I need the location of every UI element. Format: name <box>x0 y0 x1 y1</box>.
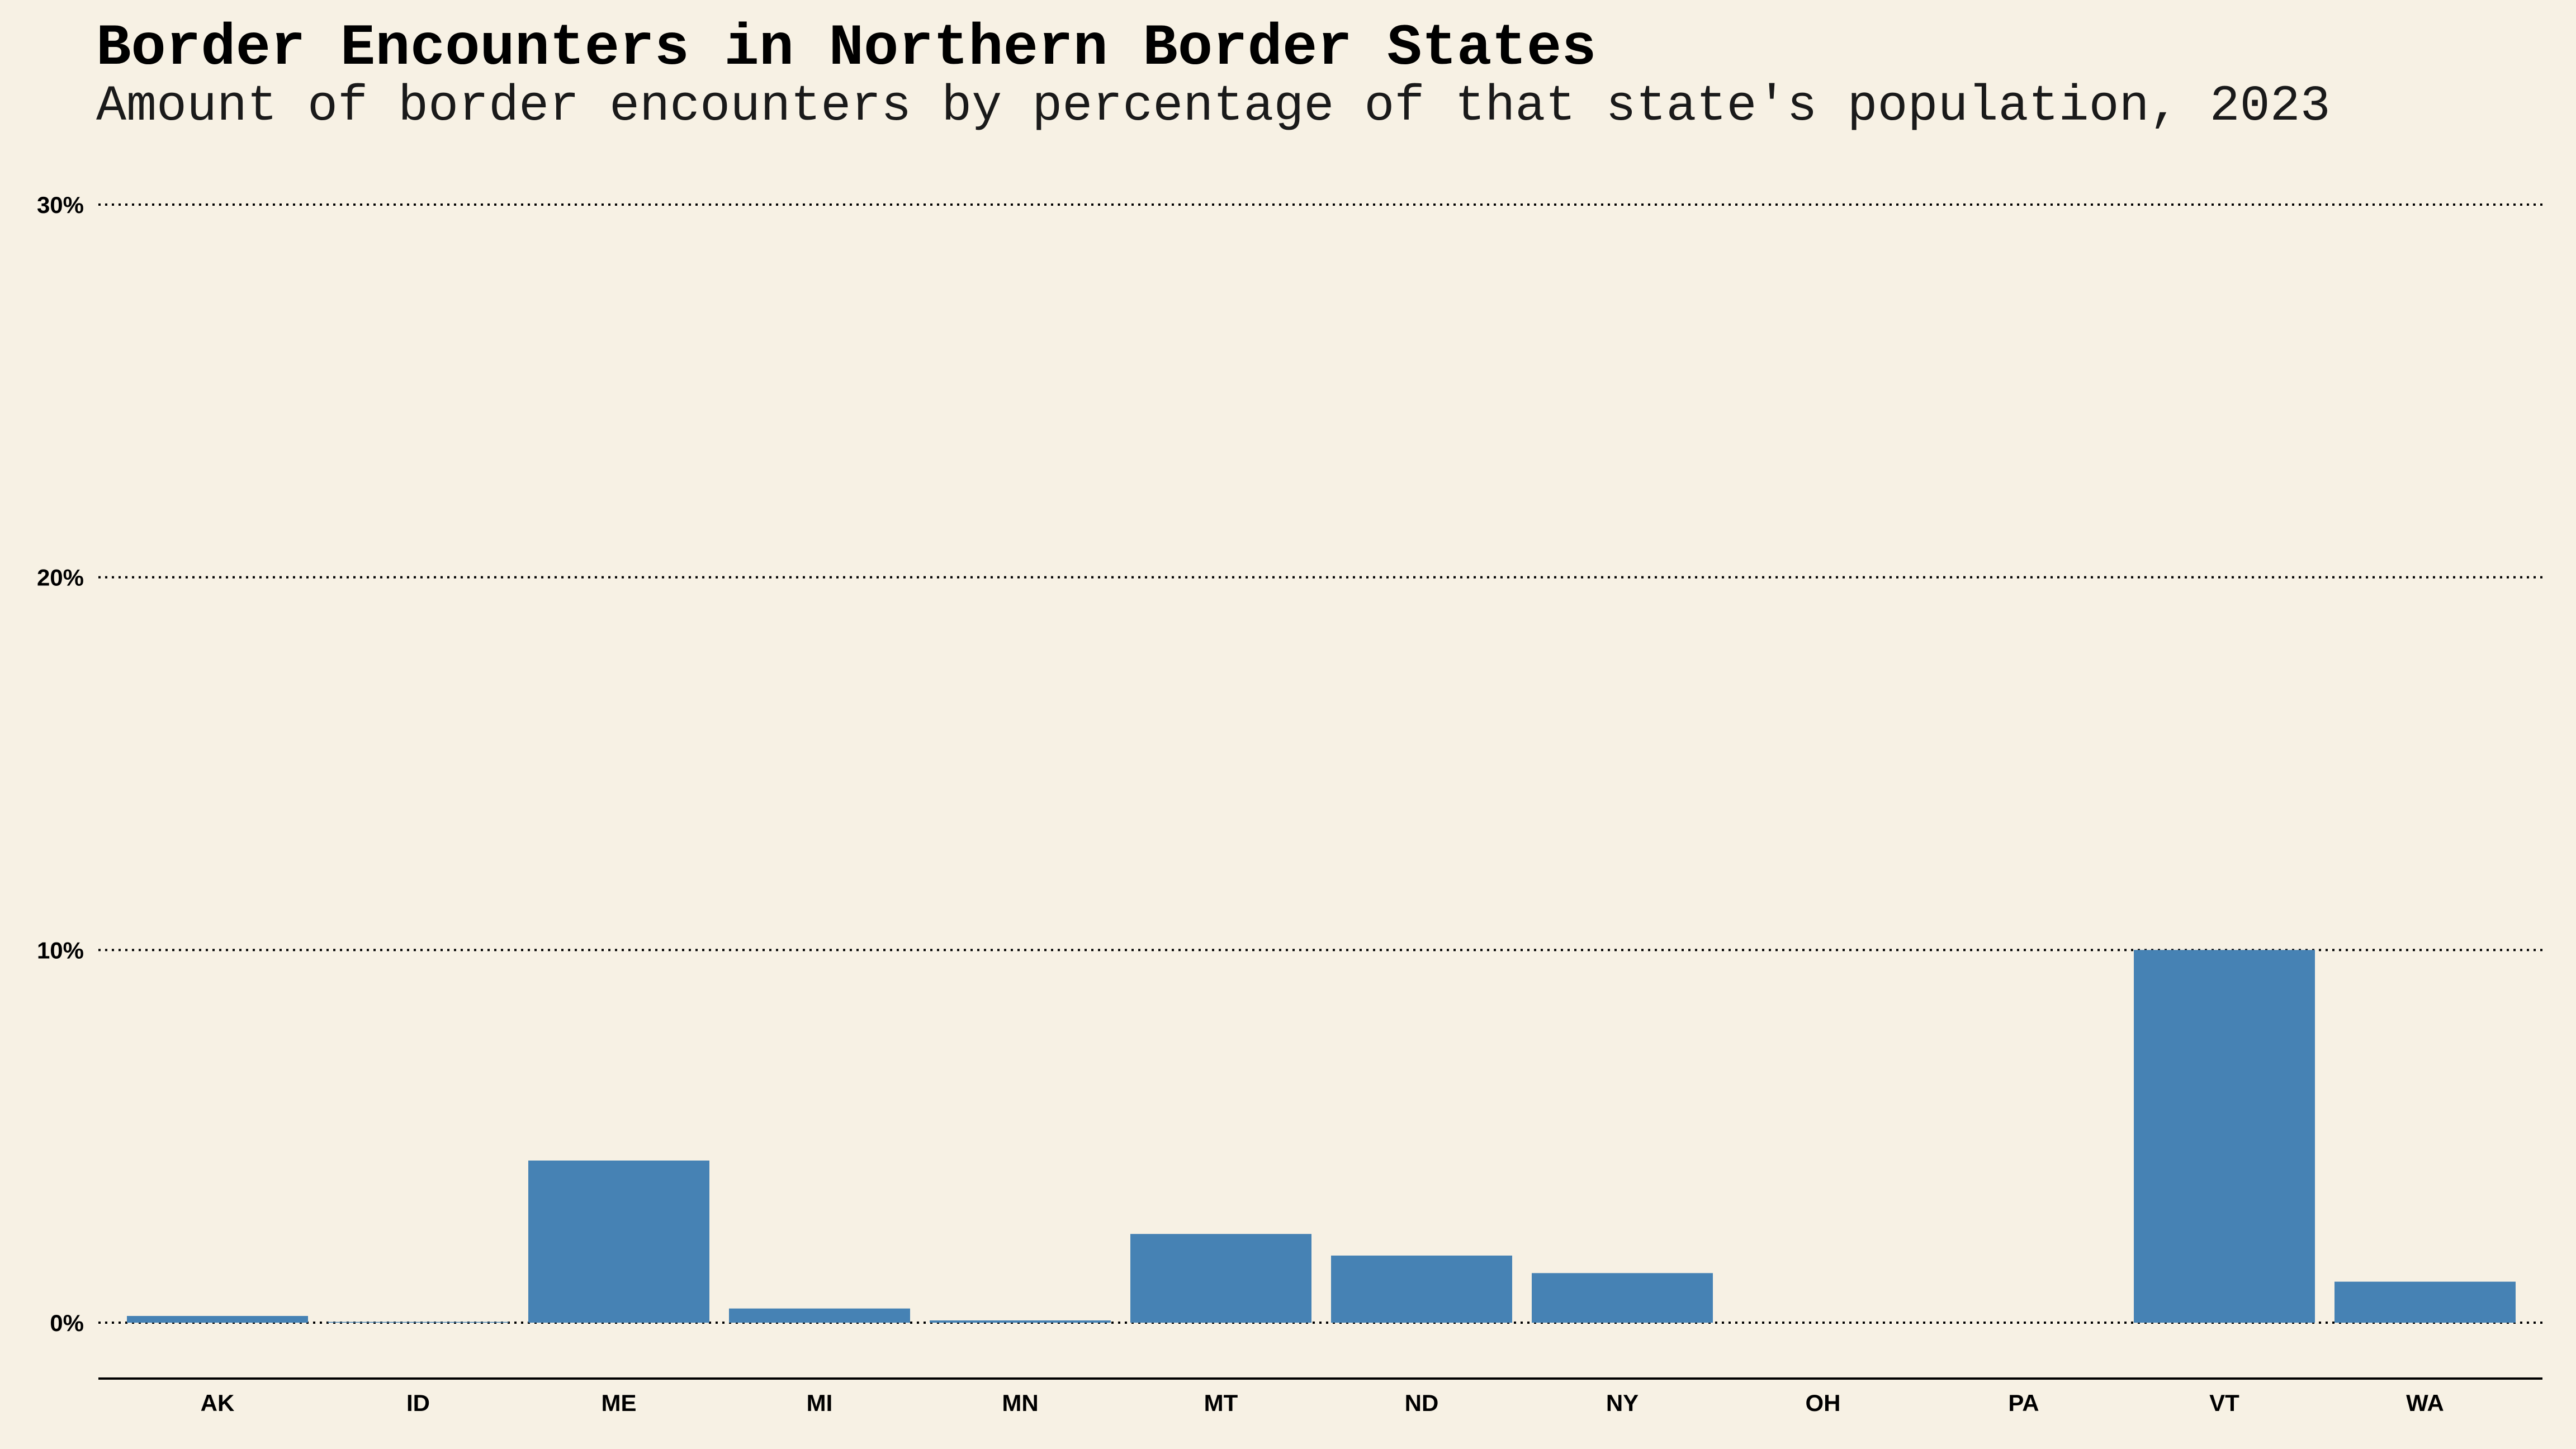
bar-nd <box>1331 1256 1512 1323</box>
bar-wa <box>2334 1281 2516 1323</box>
bar-me <box>528 1161 709 1323</box>
x-tick-label: AK <box>201 1390 235 1416</box>
x-tick-label: VT <box>2209 1390 2239 1416</box>
bar-ak <box>127 1316 308 1323</box>
x-tick-label: NY <box>1606 1390 1639 1416</box>
y-tick-label: 30% <box>37 192 84 218</box>
x-tick-label: WA <box>2406 1390 2444 1416</box>
x-tick-label: OH <box>1806 1390 1841 1416</box>
bar-id <box>328 1322 509 1323</box>
x-tick-label: ND <box>1405 1390 1439 1416</box>
y-axis-ticks: 0% 10% 20% 30% <box>37 192 84 1336</box>
y-tick-label: 20% <box>37 565 84 591</box>
gridlines <box>98 203 2542 1324</box>
x-tick-label: MT <box>1204 1390 1238 1416</box>
x-axis-ticks: AK ID ME MI MN MT ND NY OH PA VT WA <box>201 1390 2444 1416</box>
x-tick-label: MI <box>807 1390 833 1416</box>
bar-mi <box>729 1308 910 1323</box>
chart-title: Border Encounters in Northern Border Sta… <box>96 16 1597 82</box>
bar-mn <box>930 1320 1111 1323</box>
y-tick-label: 0% <box>50 1310 84 1336</box>
x-tick-label: MN <box>1002 1390 1038 1416</box>
bars <box>127 950 2516 1323</box>
x-tick-label: ME <box>602 1390 637 1416</box>
bar-vt <box>2134 950 2315 1323</box>
chart-subtitle: Amount of border encounters by percentag… <box>96 78 2331 135</box>
y-tick-label: 10% <box>37 937 84 963</box>
bar-ny <box>1532 1273 1713 1323</box>
bar-mt <box>1130 1234 1311 1323</box>
x-tick-label: PA <box>2008 1390 2039 1416</box>
x-tick-label: ID <box>406 1390 430 1416</box>
